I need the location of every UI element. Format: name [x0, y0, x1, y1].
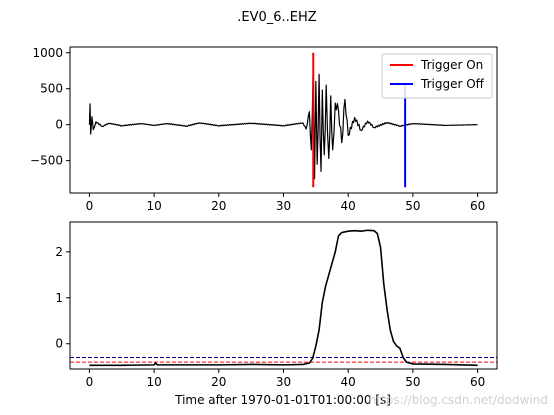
- top-x-tick-label: 10: [146, 199, 161, 213]
- bottom-x-tick-label: 60: [470, 375, 485, 389]
- top-x-tick-label: 0: [86, 199, 94, 213]
- bottom-y-tick-label: 2: [55, 245, 63, 259]
- bottom-y-tick-label: 0: [55, 337, 63, 351]
- bottom-y-ticks: 0 1 2: [55, 245, 70, 351]
- top-x-ticks: 0 10 20 30 40 50 60: [86, 193, 485, 213]
- top-y-tick-label: 1000: [32, 46, 63, 60]
- top-x-tick-label: 40: [341, 199, 356, 213]
- top-y-tick-label: −500: [30, 154, 63, 168]
- x-axis-label: Time after 1970-01-01T01:00:00 [s]: [174, 393, 391, 407]
- bottom-x-tick-label: 10: [146, 375, 161, 389]
- legend-label-trigger-on: Trigger On: [420, 58, 483, 72]
- bottom-x-tick-label: 50: [405, 375, 420, 389]
- top-x-tick-label: 60: [470, 199, 485, 213]
- top-x-tick-label: 20: [211, 199, 226, 213]
- bottom-y-tick-label: 1: [55, 291, 63, 305]
- legend-label-trigger-off: Trigger Off: [420, 77, 485, 91]
- top-y-tick-label: 0: [55, 118, 63, 132]
- bottom-x-ticks: 0 10 20 30 40 50 60: [86, 369, 485, 389]
- bottom-axes-frame: [69, 221, 498, 370]
- legend: Trigger On Trigger Off: [381, 53, 493, 99]
- bottom-x-tick-label: 30: [276, 375, 291, 389]
- top-x-tick-label: 30: [276, 199, 291, 213]
- top-panel: 0 10 20 30 40 50 60 −500 0 500 1000 Trigger On Tr…: [30, 46, 498, 213]
- top-y-tick-label: 500: [40, 82, 63, 96]
- figure-title: .EV0_6..EHZ: [237, 10, 317, 25]
- top-y-ticks: −500 0 500 1000: [30, 46, 70, 168]
- bottom-panel: 0 10 20 30 40 50 60 0 1 2 Time after 1970-01-01T…: [55, 221, 498, 407]
- top-series-line: [88, 62, 478, 180]
- bottom-series-line: [89, 229, 478, 367]
- top-plot-area: [88, 52, 478, 188]
- bottom-x-tick-label: 20: [211, 375, 226, 389]
- top-x-tick-label: 50: [405, 199, 420, 213]
- bottom-x-tick-label: 40: [341, 375, 356, 389]
- bottom-x-tick-label: 0: [86, 375, 94, 389]
- bottom-plot-area: [70, 229, 497, 367]
